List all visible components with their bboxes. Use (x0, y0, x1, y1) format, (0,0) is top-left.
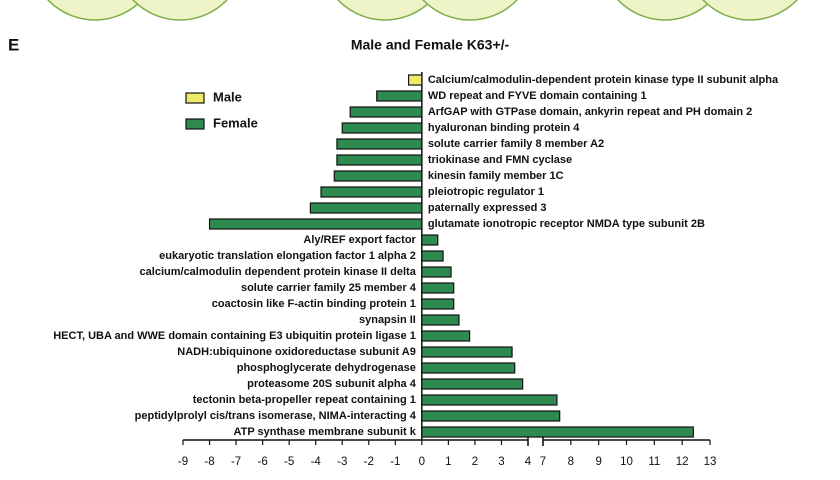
category-label: HECT, UBA and WWE domain containing E3 u… (53, 330, 416, 342)
x-tick-label: 10 (620, 456, 633, 468)
x-tick-label: -2 (364, 456, 374, 468)
bar (421, 410, 561, 422)
x-tick-label: -3 (337, 456, 347, 468)
bar (421, 314, 460, 326)
category-label: eukaryotic translation elongation factor… (159, 250, 416, 262)
x-tick-label: 3 (498, 456, 504, 468)
category-label: calcium/calmodulin dependent protein kin… (140, 266, 417, 278)
x-tick-label: 12 (676, 456, 689, 468)
category-label: kinesin family member 1C (428, 170, 564, 182)
bar (421, 330, 471, 342)
bar (349, 106, 423, 118)
category-label: peptidylprolyl cis/trans isomerase, NIMA… (135, 410, 417, 422)
category-label: phosphoglycerate dehydrogenase (237, 362, 416, 374)
category-label: Calcium/calmodulin-dependent protein kin… (428, 74, 779, 86)
category-label: triokinase and FMN cyclase (428, 154, 572, 166)
category-label: synapsin II (359, 314, 416, 326)
bar (208, 218, 423, 230)
category-label: ArfGAP with GTPase domain, ankyrin repea… (428, 106, 752, 118)
bar (421, 266, 452, 278)
category-label: tectonin beta-propeller repeat containin… (193, 394, 416, 406)
x-tick-label: 13 (704, 456, 717, 468)
x-tick-label: 2 (472, 456, 478, 468)
x-tick-label: 7 (540, 456, 546, 468)
x-tick-label: 4 (525, 456, 532, 468)
x-tick-label: 0 (419, 456, 425, 468)
bar (341, 122, 423, 134)
panel-label: E (8, 35, 19, 54)
bar (421, 250, 444, 262)
x-tick-label: 1 (445, 456, 451, 468)
bar (421, 282, 455, 294)
legend-label: Male (213, 89, 242, 104)
x-tick-label: -5 (284, 456, 294, 468)
x-tick-label: -7 (231, 456, 241, 468)
x-tick-label: -9 (178, 456, 188, 468)
category-label: NADH:ubiquinone oxidoreductase subunit A… (177, 346, 416, 358)
x-tick-label: -6 (257, 456, 267, 468)
category-label: solute carrier family 8 member A2 (428, 138, 604, 150)
bar (309, 202, 423, 214)
bar (421, 298, 455, 310)
venn-decor (47, 0, 798, 21)
bar (421, 394, 558, 406)
bar (336, 154, 423, 166)
legend-swatch (185, 92, 205, 104)
x-tick-label: 8 (568, 456, 574, 468)
bar (333, 170, 423, 182)
category-label: glutamate ionotropic receptor NMDA type … (428, 218, 705, 230)
bar (336, 138, 423, 150)
bar (376, 90, 423, 102)
bar (421, 362, 516, 374)
x-tick-label: -8 (204, 456, 214, 468)
legend-swatch (185, 118, 205, 130)
category-label: pleiotropic regulator 1 (428, 186, 544, 198)
x-tick-label: -1 (390, 456, 400, 468)
bar (407, 74, 423, 86)
category-label: coactosin like F-actin binding protein 1 (212, 298, 416, 310)
category-label: solute carrier family 25 member 4 (241, 282, 417, 294)
bar (421, 426, 694, 438)
category-label: paternally expressed 3 (428, 202, 547, 214)
bar (421, 378, 524, 390)
category-label: proteasome 20S subunit alpha 4 (247, 378, 417, 390)
category-label: ATP synthase membrane subunit k (233, 426, 416, 438)
chart-title: Male and Female K63+/- (351, 37, 510, 53)
bar (421, 234, 439, 246)
category-label: hyaluronan binding protein 4 (428, 122, 580, 134)
x-tick-label: -4 (311, 456, 322, 468)
legend-label: Female (213, 115, 258, 130)
bar (320, 186, 423, 198)
bar (421, 346, 513, 358)
x-tick-label: 11 (648, 456, 660, 468)
x-tick-label: 9 (595, 456, 601, 468)
category-label: WD repeat and FYVE domain containing 1 (428, 90, 647, 102)
category-label: Aly/REF export factor (303, 234, 416, 246)
